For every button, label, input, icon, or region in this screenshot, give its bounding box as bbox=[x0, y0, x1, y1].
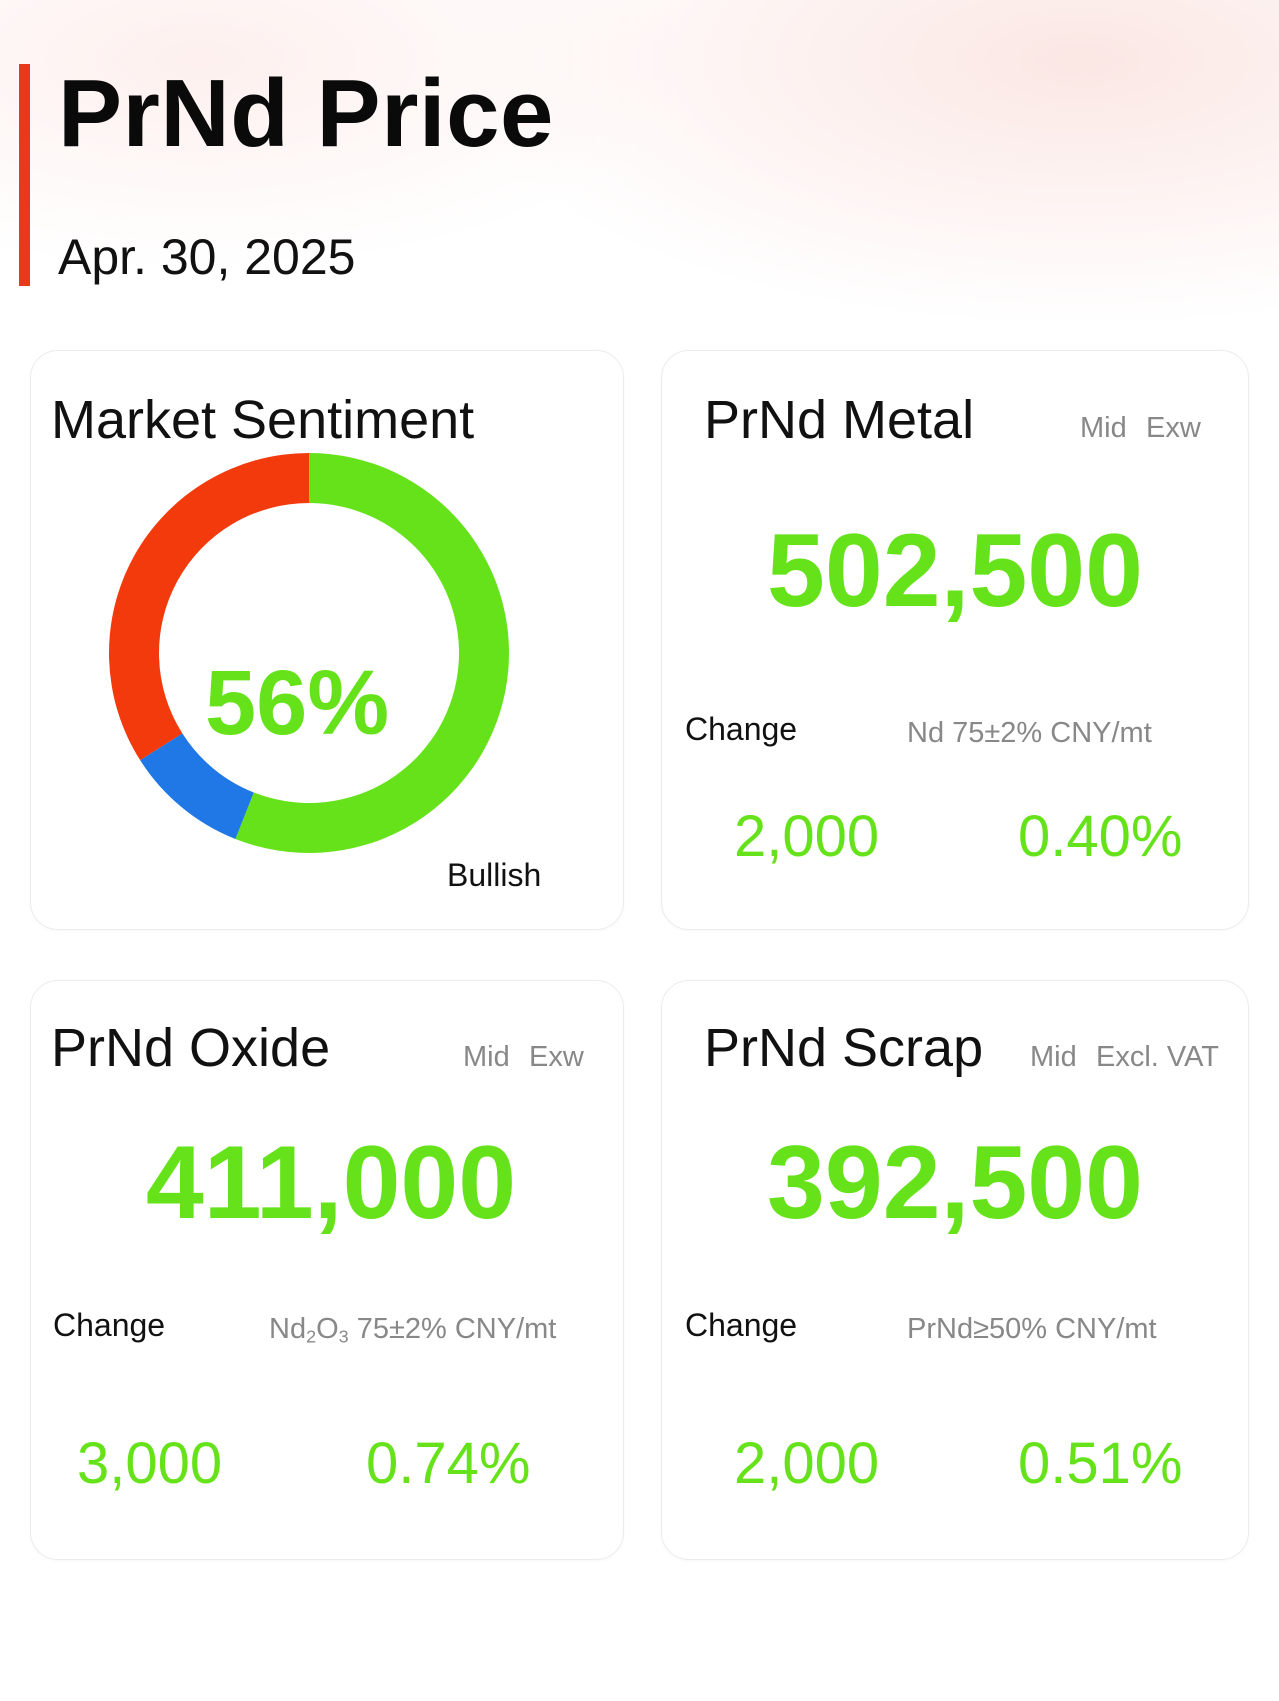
metal-price: 502,500 bbox=[767, 513, 1143, 629]
scrap-change-absolute: 2,000 bbox=[734, 1431, 880, 1496]
oxide-change-label: Change bbox=[53, 1307, 166, 1343]
scrap-tag-vat: Excl. VAT bbox=[1096, 1041, 1219, 1073]
oxide-tag-mid: Mid bbox=[463, 1041, 510, 1073]
metal-change-label: Change bbox=[685, 711, 798, 747]
oxide-tag-exw: Exw bbox=[529, 1041, 584, 1073]
prnd-oxide-card: PrNd Oxide Mid Exw 411,000 Change Nd2O3 … bbox=[30, 980, 624, 1560]
page-date: Apr. 30, 2025 bbox=[58, 229, 356, 285]
market-sentiment-title: Market Sentiment bbox=[51, 390, 475, 450]
scrap-change-label: Change bbox=[685, 1307, 798, 1343]
metal-tag-exw: Exw bbox=[1146, 412, 1201, 444]
donut-segment-bearish bbox=[109, 453, 309, 761]
donut-segment-bullish bbox=[235, 453, 509, 853]
sentiment-percentage: 56% bbox=[205, 652, 390, 754]
metal-change-absolute: 2,000 bbox=[734, 804, 880, 869]
metal-tag-mid: Mid bbox=[1080, 412, 1127, 444]
oxide-change-percent: 0.74% bbox=[366, 1431, 531, 1496]
metal-change-percent: 0.40% bbox=[1018, 804, 1183, 869]
oxide-change-absolute: 3,000 bbox=[77, 1431, 223, 1496]
page-title: PrNd Price bbox=[58, 60, 554, 167]
scrap-tag-mid: Mid bbox=[1030, 1041, 1077, 1073]
title-accent-bar bbox=[19, 64, 30, 286]
market-sentiment-card: Market Sentiment 56% Bullish bbox=[30, 350, 624, 930]
oxide-title: PrNd Oxide bbox=[51, 1018, 331, 1078]
metal-spec: Nd 75±2% CNY/mt bbox=[907, 717, 1152, 749]
oxide-price: 411,000 bbox=[145, 1125, 517, 1241]
scrap-spec: PrNd≥50% CNY/mt bbox=[907, 1313, 1157, 1345]
sentiment-donut bbox=[109, 453, 509, 853]
prnd-metal-card: PrNd Metal Mid Exw 502,500 Change Nd 75±… bbox=[661, 350, 1249, 930]
prnd-scrap-card: PrNd Scrap Mid Excl. VAT 392,500 Change … bbox=[661, 980, 1249, 1560]
sentiment-label: Bullish bbox=[447, 857, 542, 893]
scrap-title: PrNd Scrap bbox=[704, 1018, 984, 1078]
metal-title: PrNd Metal bbox=[704, 390, 975, 450]
donut-segment-neutral bbox=[140, 733, 254, 839]
scrap-price: 392,500 bbox=[767, 1125, 1143, 1241]
scrap-change-percent: 0.51% bbox=[1018, 1431, 1183, 1496]
oxide-spec: Nd2O3 75±2% CNY/mt bbox=[269, 1313, 557, 1347]
